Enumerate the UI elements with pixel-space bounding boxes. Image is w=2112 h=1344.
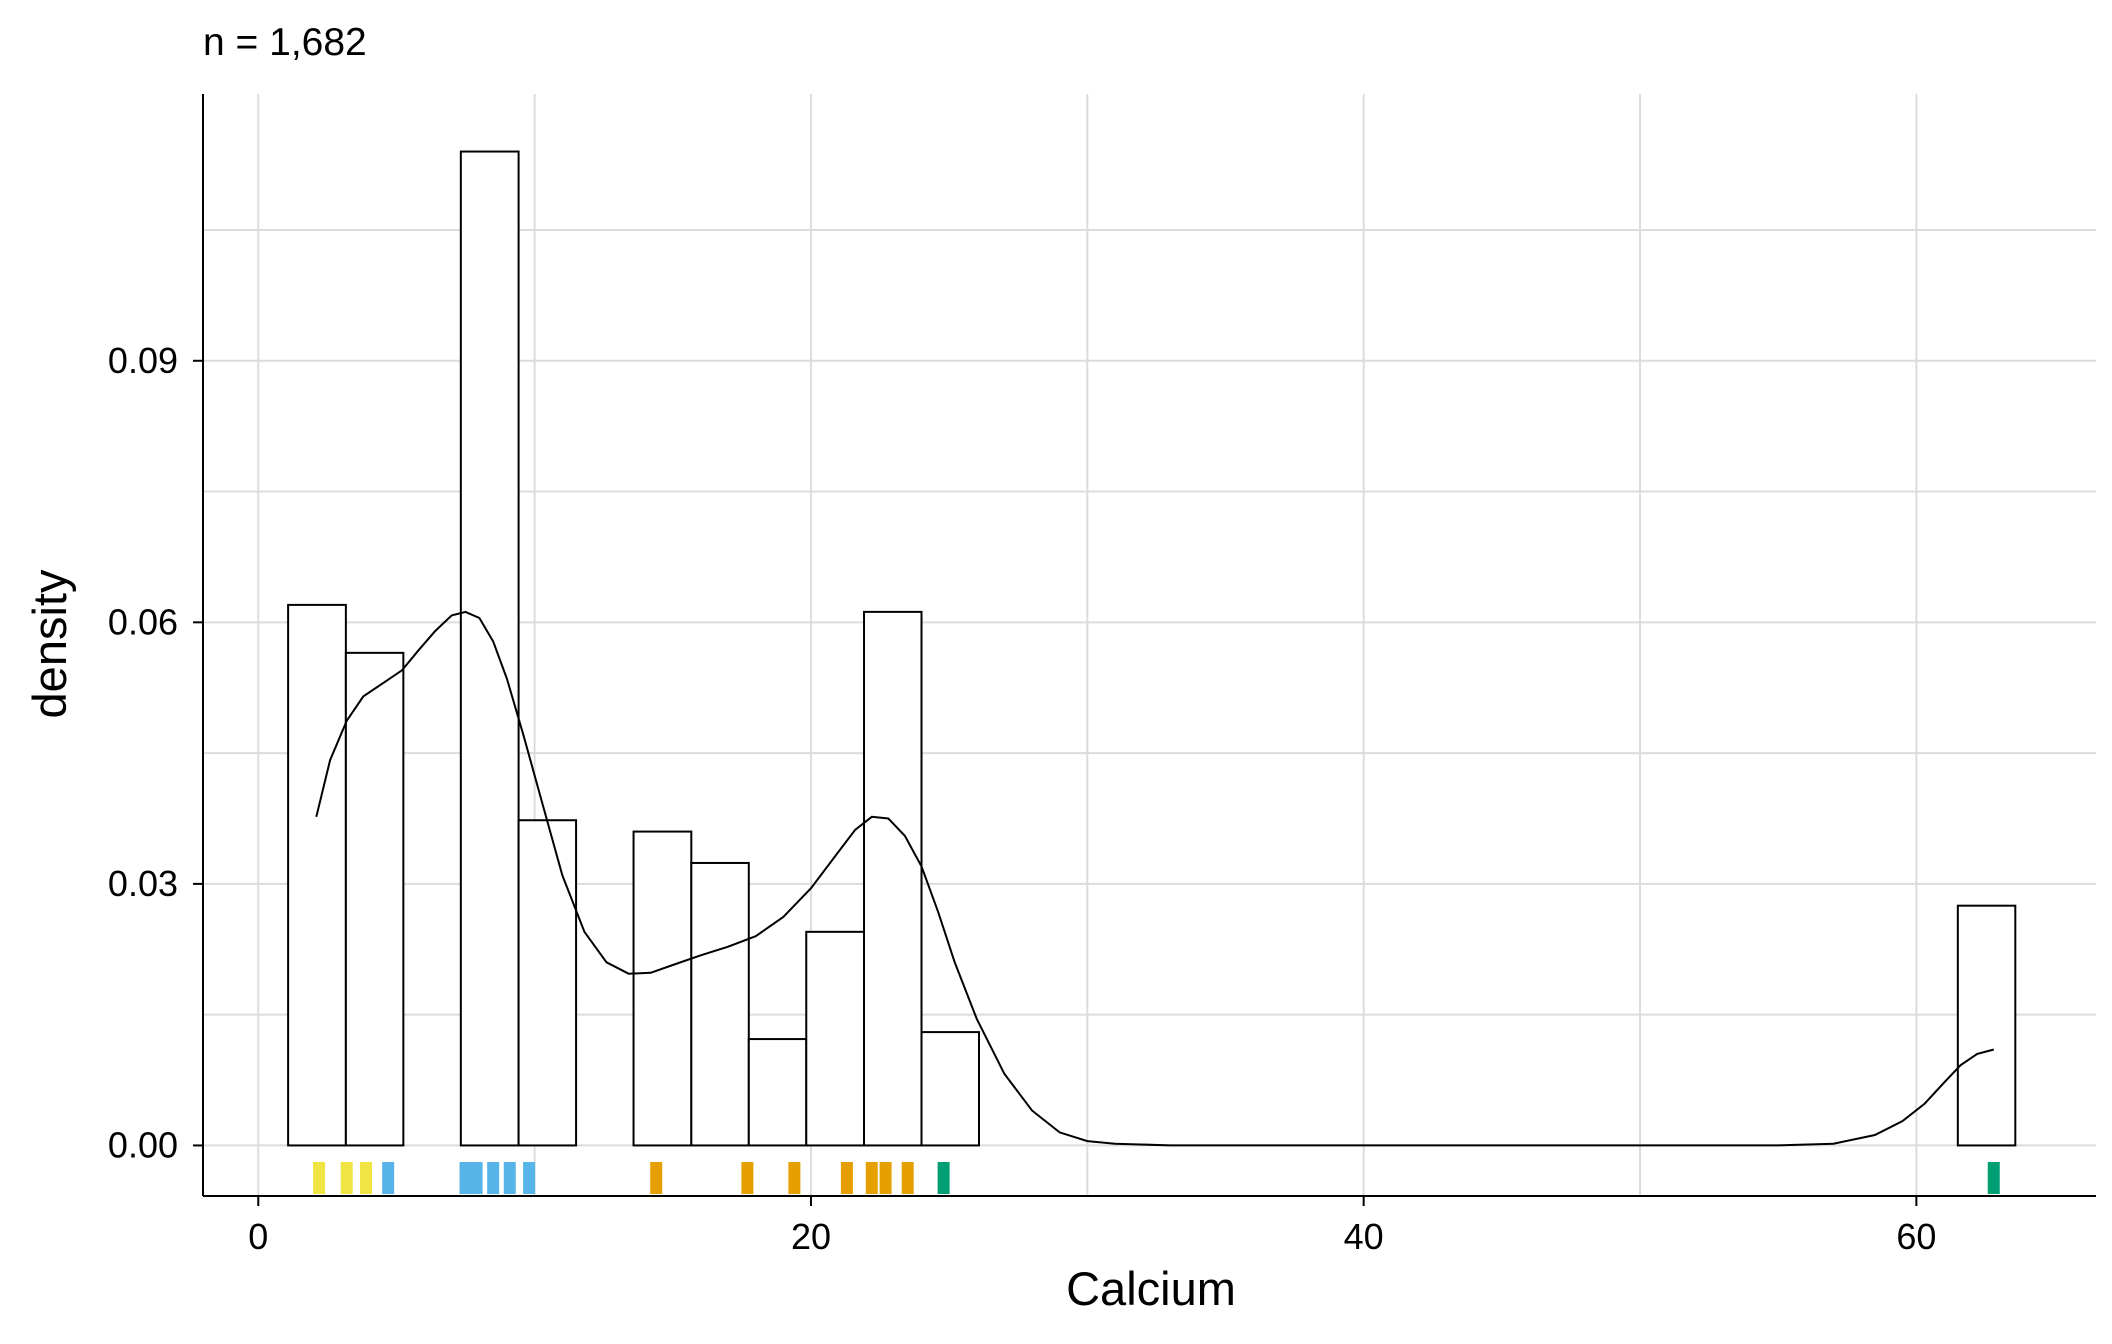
rug-mark	[1987, 1162, 2000, 1194]
rug-mark	[470, 1162, 483, 1194]
subtitle: n = 1,682	[203, 21, 367, 64]
rug-mark	[523, 1162, 536, 1194]
histogram-bar	[747, 1038, 808, 1147]
rug-mark	[650, 1162, 663, 1194]
rug-mark	[313, 1162, 326, 1194]
rug-mark	[865, 1162, 878, 1194]
rug-mark	[487, 1162, 500, 1194]
rug-marks	[313, 1162, 2000, 1194]
tick-labels: 0 20 40 60 0.00 0.03 0.06 0.09	[108, 340, 1936, 1257]
y-tick-label: 0.09	[108, 340, 178, 381]
rug-mark	[901, 1162, 914, 1194]
histogram-bar	[920, 1031, 980, 1147]
histogram-bar	[459, 150, 520, 1147]
axes	[193, 94, 2096, 1206]
histogram-bar	[863, 610, 923, 1147]
rug-mark	[840, 1162, 853, 1194]
density-curve	[315, 610, 1995, 1147]
histogram-bar	[287, 603, 347, 1147]
rug-mark	[879, 1162, 892, 1194]
y-axis-title: density	[23, 569, 76, 718]
histogram-bar	[344, 651, 405, 1147]
rug-mark	[788, 1162, 801, 1194]
x-tick-label: 40	[1344, 1216, 1384, 1257]
x-axis-title: Calcium	[1066, 1262, 1236, 1315]
x-tick-label: 0	[248, 1216, 268, 1257]
rug-mark	[937, 1162, 950, 1194]
rug-mark	[360, 1162, 373, 1194]
x-tick-label: 20	[791, 1216, 831, 1257]
y-tick-label: 0.03	[108, 863, 178, 904]
rug-mark	[503, 1162, 516, 1194]
histogram-bar	[1956, 904, 2017, 1147]
rug-mark	[382, 1162, 395, 1194]
histogram-bars	[287, 150, 2017, 1147]
x-tick-label: 60	[1896, 1216, 1936, 1257]
rug-mark	[741, 1162, 754, 1194]
rug-mark	[340, 1162, 353, 1194]
y-tick-label: 0.06	[108, 601, 178, 642]
histogram-bar	[690, 861, 750, 1147]
histogram-bar	[805, 930, 866, 1147]
y-tick-label: 0.00	[108, 1124, 178, 1165]
rug-mark	[459, 1162, 472, 1194]
histogram-bar	[632, 830, 693, 1147]
histogram-bar	[517, 819, 578, 1147]
